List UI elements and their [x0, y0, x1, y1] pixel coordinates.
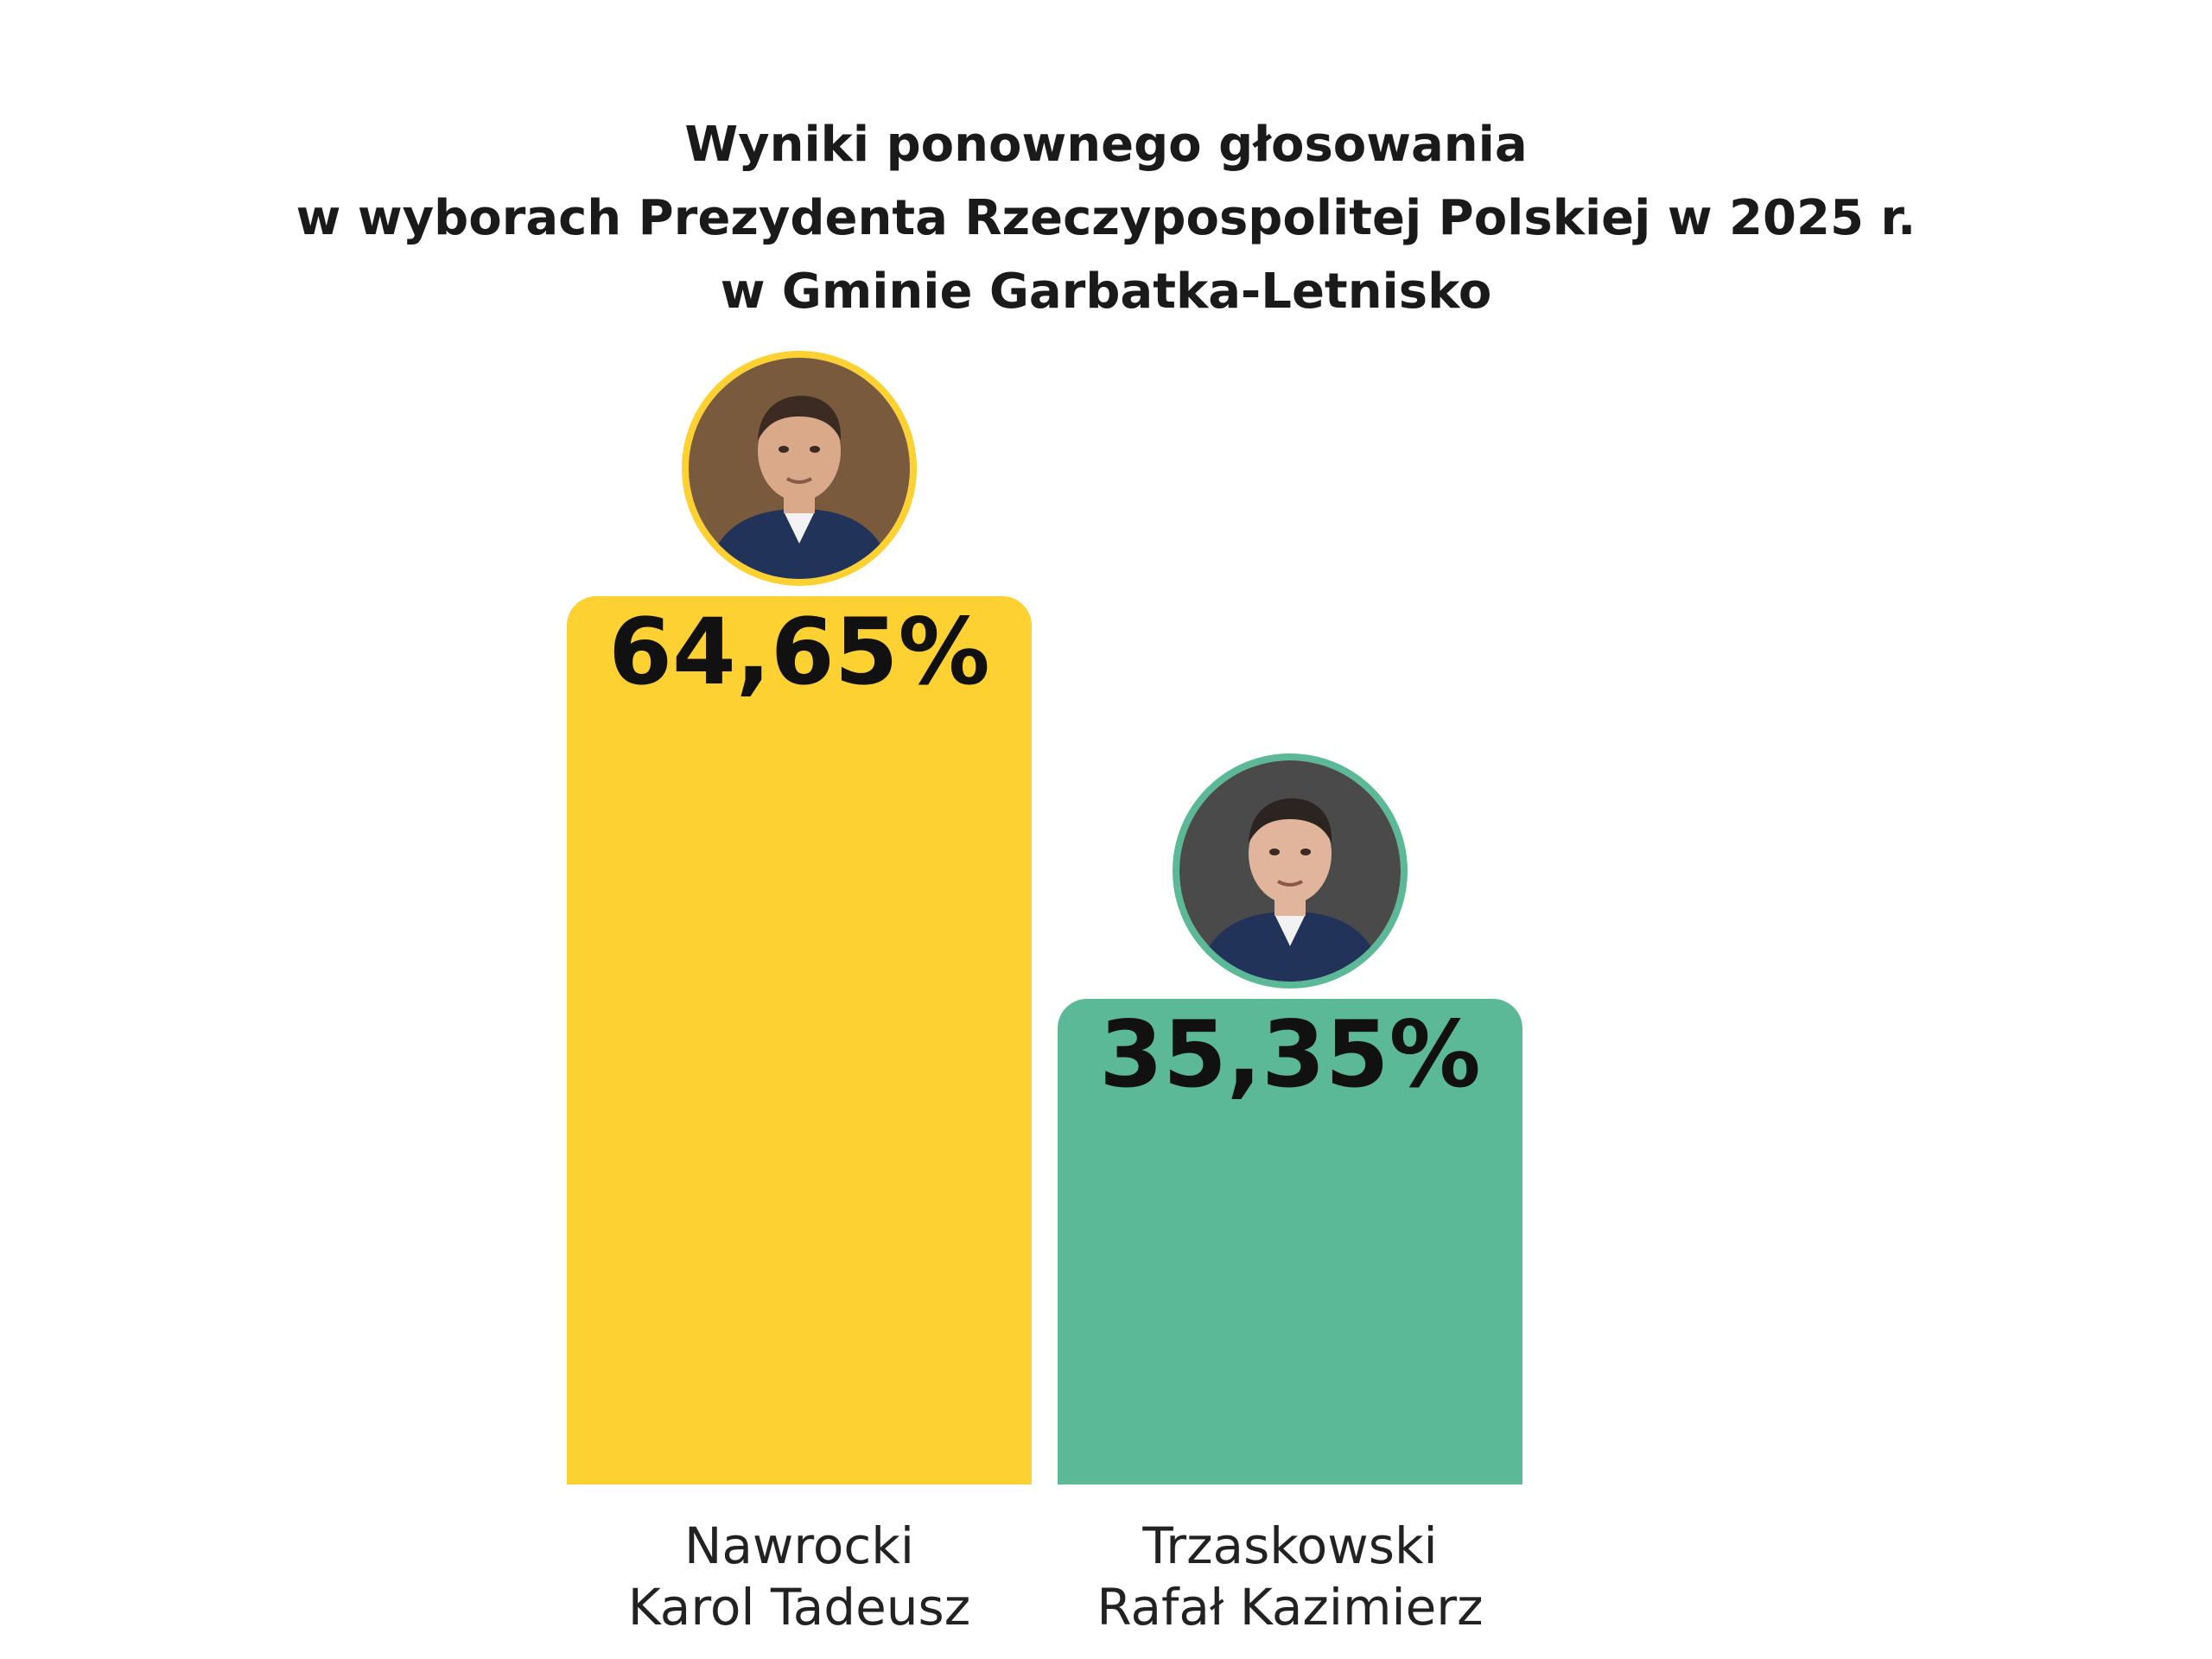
chart-title-line-3: w Gminie Garbatka-Letnisko — [720, 264, 1492, 320]
chart-title-line-2: w wyborach Prezydenta Rzeczypospolitej P… — [296, 190, 1916, 246]
bar-2 — [1058, 999, 1522, 1484]
category-label-2: Trzaskowski Rafał Kazimierz — [1058, 1516, 1522, 1638]
category-label-line-1: Trzaskowski — [1142, 1516, 1438, 1575]
category-label-line-2: Karol Tadeusz — [627, 1577, 971, 1637]
bar-1 — [567, 596, 1032, 1484]
category-label-1: Nawrocki Karol Tadeusz — [567, 1516, 1032, 1638]
bar-value-label-2: 35,35% — [1099, 1001, 1481, 1108]
category-label-line-2: Rafał Kazimierz — [1096, 1577, 1484, 1637]
candidate-portrait-icon — [682, 351, 917, 586]
chart-title-line-1: Wyniki ponownego głosowania — [684, 117, 1528, 173]
bar-value-label-1: 64,65% — [608, 599, 990, 705]
category-label-line-1: Nawrocki — [683, 1516, 914, 1575]
candidate-portrait-icon — [1173, 753, 1408, 988]
